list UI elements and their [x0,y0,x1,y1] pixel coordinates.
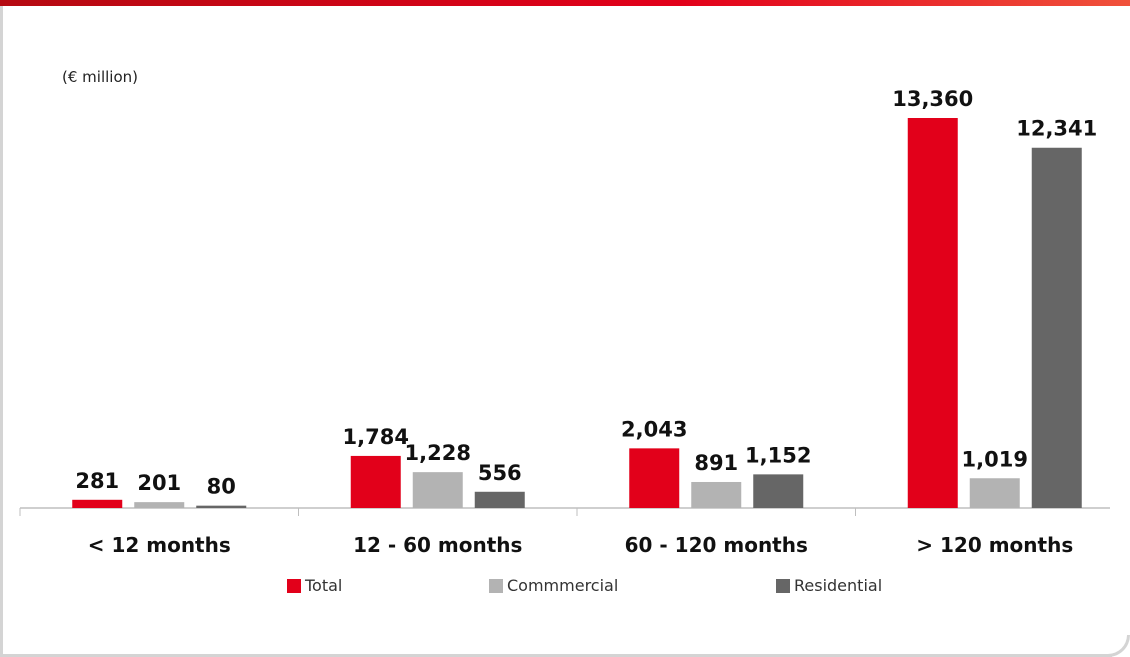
unit-label: (€ million) [62,68,138,86]
bottom-border [0,654,1112,657]
legend-swatch-commercial [489,578,503,593]
legend-label-residential: Residential [794,576,883,595]
legend-item-total: Total [287,576,342,595]
bar-residential [474,491,525,508]
left-border [0,6,3,657]
category-label: < 12 months [88,533,231,557]
bar-residential [1031,147,1082,508]
bar-commercial [412,472,463,508]
bar-total [907,118,958,508]
data-label-total: 1,784 [343,425,409,449]
top-accent-band [0,0,1130,6]
category-label: > 120 months [916,533,1073,557]
data-label-commercial: 1,019 [962,447,1028,471]
bar-total [350,455,401,508]
bar-commercial [691,481,742,508]
category-label: 60 - 120 months [625,533,808,557]
bar-residential [196,505,247,508]
data-label-commercial: 1,228 [405,441,471,465]
bar-total [629,448,680,508]
bar-residential [753,474,804,508]
data-label-commercial: 891 [694,451,738,475]
bar-commercial [969,478,1020,508]
legend-label-commercial: Commmercial [507,576,619,595]
legend-label-total: Total [305,576,343,595]
bar-commercial [134,502,185,508]
data-label-commercial: 201 [137,471,181,495]
category-label: 12 - 60 months [353,533,522,557]
legend-item-residential: Residential [776,576,882,595]
bar-total [72,499,123,508]
legend-swatch-total [287,578,301,593]
legend: Total Commmercial Residential [0,576,1130,598]
data-label-residential: 556 [478,461,522,485]
data-label-residential: 1,152 [745,443,811,467]
data-label-total: 13,360 [892,87,973,111]
data-label-total: 281 [75,469,119,493]
data-label-total: 2,043 [621,417,687,441]
legend-swatch-residential [776,578,790,593]
data-label-residential: 80 [207,475,236,499]
data-label-residential: 12,341 [1016,117,1097,141]
legend-item-commercial: Commmercial [489,576,618,595]
